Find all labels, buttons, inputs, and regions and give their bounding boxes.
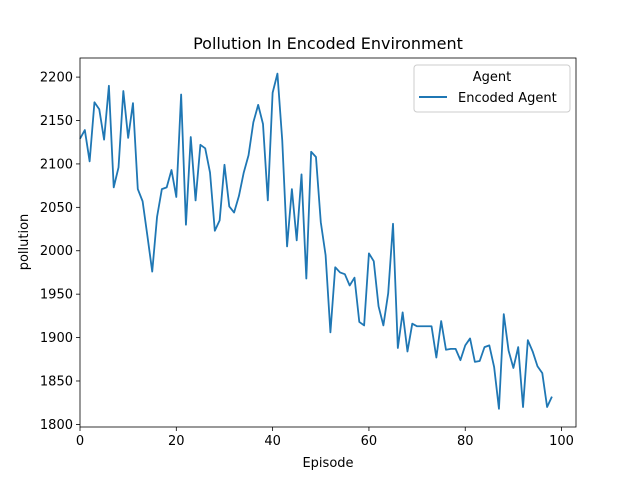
plot-frame <box>79 57 577 428</box>
legend-entry-encoded-agent: Encoded Agent <box>458 91 557 106</box>
legend: Agent Encoded Agent <box>413 64 571 113</box>
y-axis-ticks: 1800 1850 1900 1950 2000 2050 2100 2150 2200 <box>40 71 80 433</box>
y-tick-label: 2200 <box>40 71 73 86</box>
y-tick-label: 2100 <box>40 157 73 172</box>
plot-area <box>79 72 553 410</box>
x-tick-label: 100 <box>549 434 574 449</box>
x-tick-label: 80 <box>457 434 474 449</box>
legend-title: Agent <box>473 70 511 85</box>
y-axis-label: pollution <box>17 214 32 271</box>
series-line-encoded-agent <box>79 72 553 410</box>
legend-box <box>413 64 571 113</box>
x-tick-label: 40 <box>264 434 281 449</box>
y-tick-label: 1950 <box>40 288 73 303</box>
y-tick-label: 1850 <box>40 374 73 389</box>
y-tick-label: 1800 <box>40 418 73 433</box>
x-axis-label: Episode <box>302 456 353 471</box>
y-tick-label: 2150 <box>40 114 73 129</box>
y-tick-label: 1900 <box>40 331 73 346</box>
y-tick-label: 2050 <box>40 201 73 216</box>
y-tick-label: 2000 <box>40 244 73 259</box>
x-tick-label: 20 <box>168 434 185 449</box>
x-tick-label: 60 <box>361 434 378 449</box>
x-axis-ticks: 0 20 40 60 80 100 <box>76 427 574 449</box>
chart-title: Pollution In Encoded Environment <box>193 34 463 53</box>
x-tick-label: 0 <box>76 434 84 449</box>
